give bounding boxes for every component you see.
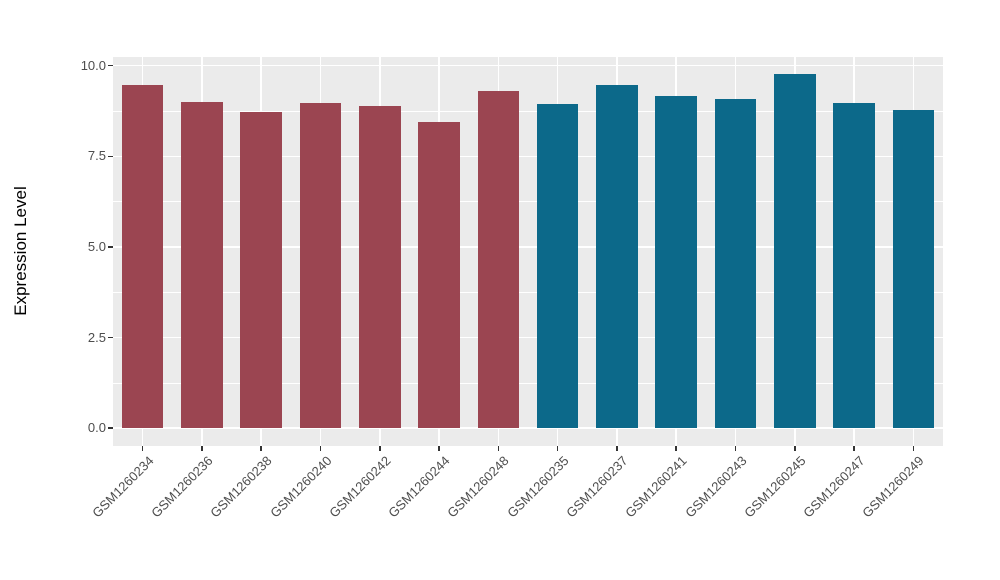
x-tick-label: GSM1260248 [444,453,512,521]
y-tick-label: 2.5 [87,329,106,345]
y-tick-mark [108,155,113,158]
x-tick-mark [319,446,322,451]
bar [536,104,579,429]
major-gridline [113,427,943,429]
bar [833,103,875,429]
x-tick-mark [912,446,915,451]
bar [774,74,816,429]
x-tick-mark [497,446,500,451]
x-tick-mark [616,446,618,451]
x-tick-mark [675,446,677,451]
y-tick-mark [108,64,113,67]
x-tick-mark [556,446,559,451]
x-tick-label: GSM1260244 [385,453,453,521]
x-tick-mark [141,446,144,451]
x-tick-mark [853,446,855,451]
plot-panel [113,57,943,446]
y-axis-title: Expression Level [11,186,30,316]
x-tick-label: GSM1260243 [681,453,750,521]
y-tick-label: 7.5 [87,148,106,164]
bar [121,84,164,429]
y-tick-label: 0.0 [87,420,106,436]
y-tick-mark [108,336,113,339]
x-tick-mark [260,446,262,451]
bar [714,99,757,429]
x-tick-label: GSM1260249 [859,453,927,521]
bar [181,102,223,429]
x-tick-label: GSM1260238 [207,453,275,521]
y-tick-mark [108,427,113,429]
bar [477,90,520,429]
major-gridline [113,336,943,339]
x-tick-label: GSM1260237 [563,453,631,521]
major-gridline [113,64,943,67]
bar [596,84,638,429]
bar [240,111,282,429]
minor-gridline [113,201,943,203]
minor-gridline [113,110,943,112]
bar [892,110,935,429]
x-tick-label: GSM1260235 [503,453,572,521]
x-tick-label: GSM1260241 [622,453,690,521]
y-tick-label: 10.0 [80,57,106,73]
y-tick-mark [108,246,113,248]
bar [418,121,460,429]
major-gridline [113,155,943,158]
y-tick-label: 5.0 [87,238,106,254]
bar [359,106,401,429]
x-tick-label: GSM1260234 [88,453,157,521]
bar [299,103,342,429]
minor-gridline [113,291,943,293]
x-tick-label: GSM1260247 [800,453,868,521]
x-tick-label: GSM1260240 [266,453,335,521]
bar [655,95,697,429]
x-tick-label: GSM1260245 [741,453,809,521]
x-tick-label: GSM1260242 [326,453,394,521]
x-tick-mark [438,446,440,451]
major-gridline [113,246,943,248]
x-tick-label: GSM1260236 [148,453,216,521]
x-tick-mark [201,446,203,451]
x-tick-mark [734,446,737,451]
x-tick-mark [379,446,381,451]
x-tick-mark [794,446,796,451]
minor-gridline [113,382,943,384]
